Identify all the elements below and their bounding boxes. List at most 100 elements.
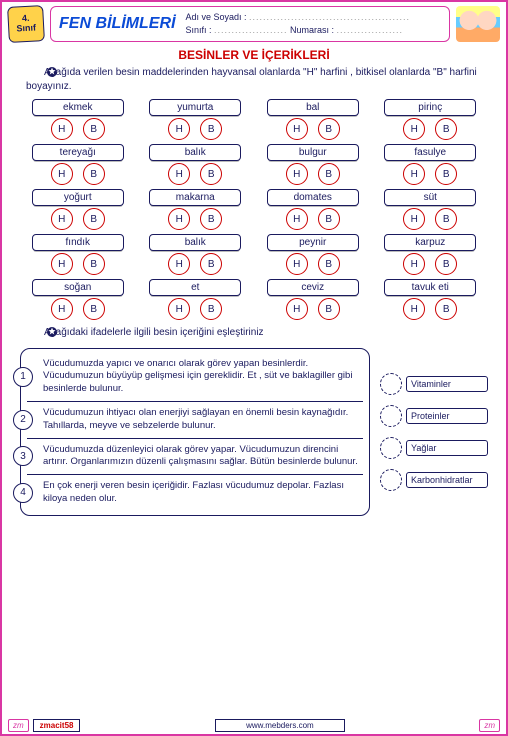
hb-choices: H B <box>286 253 340 275</box>
food-label: tavuk eti <box>384 279 476 296</box>
h-circle[interactable]: H <box>51 298 73 320</box>
h-circle[interactable]: H <box>168 253 190 275</box>
b-circle[interactable]: B <box>83 163 105 185</box>
b-circle[interactable]: B <box>318 118 340 140</box>
description-number: 4 <box>13 483 33 503</box>
food-label: karpuz <box>384 234 476 251</box>
food-item: et H B <box>142 279 250 320</box>
grade-text: Sınıf <box>16 23 36 34</box>
answer-label: Yağlar <box>406 440 488 456</box>
h-circle[interactable]: H <box>286 298 308 320</box>
footer-code: zmacit58 <box>33 719 81 732</box>
b-circle[interactable]: B <box>318 253 340 275</box>
h-circle[interactable]: H <box>51 253 73 275</box>
food-item: balık H B <box>142 234 250 275</box>
b-circle[interactable]: B <box>318 208 340 230</box>
hb-choices: H B <box>168 253 222 275</box>
b-circle[interactable]: B <box>200 208 222 230</box>
hb-choices: H B <box>51 208 105 230</box>
h-circle[interactable]: H <box>51 163 73 185</box>
description-text: Vücudumuzda düzenleyici olarak görev yap… <box>43 444 358 468</box>
b-circle[interactable]: B <box>83 298 105 320</box>
b-circle[interactable]: B <box>318 298 340 320</box>
food-item: domates H B <box>259 189 367 230</box>
answer-circle[interactable] <box>380 373 402 395</box>
food-label: yumurta <box>149 99 241 116</box>
hb-choices: H B <box>168 118 222 140</box>
food-item: balık H B <box>142 144 250 185</box>
b-circle[interactable]: B <box>200 163 222 185</box>
name-field: Adı ve Soyadı : ........................… <box>185 11 410 24</box>
section-title: BESİNLER VE İÇERİKLERİ <box>2 48 506 62</box>
b-circle[interactable]: B <box>83 208 105 230</box>
h-circle[interactable]: H <box>403 253 425 275</box>
footer: zm zmacit58 www.mebders.com zm <box>2 719 506 732</box>
h-circle[interactable]: H <box>286 253 308 275</box>
h-circle[interactable]: H <box>51 208 73 230</box>
b-circle[interactable]: B <box>318 163 340 185</box>
hb-choices: H B <box>168 208 222 230</box>
b-circle[interactable]: B <box>200 253 222 275</box>
hb-choices: H B <box>51 118 105 140</box>
b-circle[interactable]: B <box>83 118 105 140</box>
food-label: domates <box>267 189 359 206</box>
descriptions-box: 1Vücudumuzda yapıcı ve onarıcı olarak gö… <box>20 348 370 516</box>
answer-circle[interactable] <box>380 437 402 459</box>
h-circle[interactable]: H <box>403 118 425 140</box>
instruction-1: Aşağıda verilen besin maddelerinden hayv… <box>2 66 506 99</box>
footer-zm-right: zm <box>479 719 500 732</box>
food-item: süt H B <box>377 189 485 230</box>
answer-label: Karbonhidratlar <box>406 472 488 488</box>
answer-item: Yağlar <box>380 437 488 459</box>
answer-item: Proteinler <box>380 405 488 427</box>
b-circle[interactable]: B <box>435 208 457 230</box>
b-circle[interactable]: B <box>435 253 457 275</box>
h-circle[interactable]: H <box>286 118 308 140</box>
b-circle[interactable]: B <box>435 118 457 140</box>
footer-site: www.mebders.com <box>215 719 345 732</box>
h-circle[interactable]: H <box>168 163 190 185</box>
hb-choices: H B <box>51 298 105 320</box>
food-item: bulgur H B <box>259 144 367 185</box>
food-label: et <box>149 279 241 296</box>
description-number: 2 <box>13 410 33 430</box>
answer-circle[interactable] <box>380 405 402 427</box>
description-item: 1Vücudumuzda yapıcı ve onarıcı olarak gö… <box>27 353 363 402</box>
h-circle[interactable]: H <box>403 298 425 320</box>
h-circle[interactable]: H <box>286 163 308 185</box>
hb-choices: H B <box>403 118 457 140</box>
hb-choices: H B <box>286 118 340 140</box>
b-circle[interactable]: B <box>435 163 457 185</box>
food-item: ceviz H B <box>259 279 367 320</box>
food-label: süt <box>384 189 476 206</box>
food-label: balık <box>149 144 241 161</box>
description-text: En çok enerji veren besin içeriğidir. Fa… <box>43 480 344 504</box>
food-grid: ekmek H B yumurta H B bal H B pirinç H B… <box>2 99 506 326</box>
class-field: Sınıfı : ..................... Numarası … <box>185 24 410 37</box>
hb-choices: H B <box>168 163 222 185</box>
description-text: Vücudumuzun ihtiyacı olan enerjiyi sağla… <box>43 407 348 431</box>
h-circle[interactable]: H <box>168 118 190 140</box>
h-circle[interactable]: H <box>286 208 308 230</box>
h-circle[interactable]: H <box>168 298 190 320</box>
h-circle[interactable]: H <box>168 208 190 230</box>
b-circle[interactable]: B <box>435 298 457 320</box>
food-label: bulgur <box>267 144 359 161</box>
answer-circle[interactable] <box>380 469 402 491</box>
answer-item: Vitaminler <box>380 373 488 395</box>
h-circle[interactable]: H <box>403 163 425 185</box>
hb-choices: H B <box>51 163 105 185</box>
h-circle[interactable]: H <box>403 208 425 230</box>
h-circle[interactable]: H <box>51 118 73 140</box>
kids-illustration <box>456 6 500 42</box>
food-label: tereyağı <box>32 144 124 161</box>
food-label: ceviz <box>267 279 359 296</box>
b-circle[interactable]: B <box>200 298 222 320</box>
description-number: 1 <box>13 367 33 387</box>
answer-item: Karbonhidratlar <box>380 469 488 491</box>
description-number: 3 <box>13 446 33 466</box>
hb-choices: H B <box>286 298 340 320</box>
b-circle[interactable]: B <box>200 118 222 140</box>
b-circle[interactable]: B <box>83 253 105 275</box>
food-label: fındık <box>32 234 124 251</box>
